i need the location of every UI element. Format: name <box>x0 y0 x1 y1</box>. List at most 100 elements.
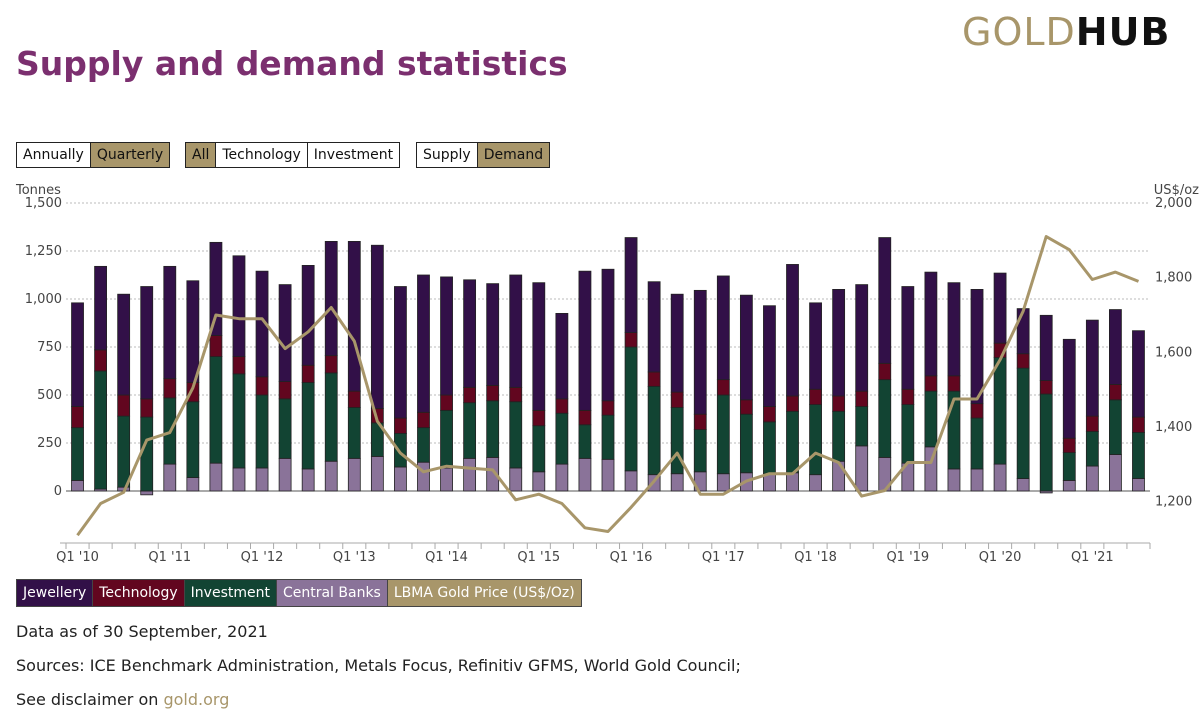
bar-jewellery[interactable] <box>832 289 846 397</box>
bar-investment[interactable] <box>716 394 730 475</box>
bar-technology[interactable] <box>532 409 546 427</box>
bar-jewellery[interactable] <box>670 293 684 393</box>
bar-technology[interactable] <box>786 395 799 412</box>
bar-technology[interactable] <box>1016 353 1030 369</box>
bar-central-banks[interactable] <box>1085 465 1099 492</box>
bar-jewellery[interactable] <box>163 265 177 380</box>
bar-technology[interactable] <box>970 403 984 419</box>
legend-item-lbma-gold-price-us-oz[interactable]: LBMA Gold Price (US$/Oz) <box>386 579 582 607</box>
bar-jewellery[interactable] <box>739 294 753 401</box>
bar-technology[interactable] <box>809 388 822 406</box>
bar-jewellery[interactable] <box>117 293 131 396</box>
bar-investment[interactable] <box>601 414 615 460</box>
bar-investment[interactable] <box>186 401 200 478</box>
gold-price-line[interactable] <box>76 235 1140 537</box>
bar-jewellery[interactable] <box>578 270 592 411</box>
bar-investment[interactable] <box>924 390 938 448</box>
bar-jewellery[interactable] <box>901 286 915 390</box>
bar-technology[interactable] <box>716 379 730 396</box>
bar-investment[interactable] <box>763 421 776 475</box>
bar-technology[interactable] <box>255 376 269 396</box>
bar-central-banks[interactable] <box>255 467 269 492</box>
bar-investment[interactable] <box>209 356 223 464</box>
bar-technology[interactable] <box>763 406 776 423</box>
bar-jewellery[interactable] <box>624 237 638 334</box>
bar-technology[interactable] <box>232 356 246 375</box>
bar-technology[interactable] <box>901 388 915 406</box>
bar-jewellery[interactable] <box>440 276 453 396</box>
all-button[interactable]: All <box>185 142 217 168</box>
bar-investment[interactable] <box>1039 393 1053 492</box>
bar-investment[interactable] <box>486 400 500 458</box>
bar-investment[interactable] <box>117 415 131 488</box>
bar-investment[interactable] <box>624 346 638 472</box>
bar-jewellery[interactable] <box>71 302 84 407</box>
bar-central-banks[interactable] <box>1062 480 1076 492</box>
bar-investment[interactable] <box>1085 431 1099 467</box>
bar-investment[interactable] <box>71 427 84 481</box>
bar-central-banks[interactable] <box>440 467 453 492</box>
bar-technology[interactable] <box>1132 416 1145 433</box>
annually-button[interactable]: Annually <box>16 142 91 168</box>
bar-investment[interactable] <box>278 398 292 459</box>
bar-jewellery[interactable] <box>855 284 869 392</box>
bar-investment[interactable] <box>970 417 984 470</box>
bar-investment[interactable] <box>786 410 799 474</box>
bar-central-banks[interactable] <box>555 463 569 492</box>
bar-technology[interactable] <box>347 390 361 408</box>
bar-jewellery[interactable] <box>970 289 984 405</box>
bar-jewellery[interactable] <box>394 286 407 419</box>
bar-technology[interactable] <box>140 398 154 418</box>
bar-technology[interactable] <box>509 386 523 403</box>
bar-jewellery[interactable] <box>509 274 523 388</box>
bar-investment[interactable] <box>255 394 269 469</box>
bar-technology[interactable] <box>624 332 638 348</box>
bar-technology[interactable] <box>1062 437 1076 454</box>
bar-investment[interactable] <box>693 429 707 473</box>
bar-technology[interactable] <box>578 409 592 426</box>
bar-jewellery[interactable] <box>993 272 1007 344</box>
bar-central-banks[interactable] <box>324 460 338 492</box>
technology-button[interactable]: Technology <box>215 142 308 168</box>
bar-central-banks[interactable] <box>463 457 477 492</box>
bar-jewellery[interactable] <box>140 286 154 400</box>
bar-jewellery[interactable] <box>1132 330 1145 418</box>
bar-investment[interactable] <box>140 416 154 492</box>
bar-central-banks[interactable] <box>601 458 615 492</box>
bar-investment[interactable] <box>670 407 684 475</box>
bar-investment[interactable] <box>878 379 892 458</box>
bar-investment[interactable] <box>739 413 753 474</box>
bar-investment[interactable] <box>993 357 1007 465</box>
bar-technology[interactable] <box>739 399 753 415</box>
bar-investment[interactable] <box>440 409 453 469</box>
bar-technology[interactable] <box>555 398 569 414</box>
bar-jewellery[interactable] <box>417 274 430 413</box>
bar-technology[interactable] <box>1085 415 1099 432</box>
bar-investment[interactable] <box>855 406 869 447</box>
bar-jewellery[interactable] <box>1109 309 1122 385</box>
bar-investment[interactable] <box>232 373 246 469</box>
bar-technology[interactable] <box>670 391 684 408</box>
bar-jewellery[interactable] <box>647 281 661 373</box>
bar-jewellery[interactable] <box>186 280 200 383</box>
legend-item-investment[interactable]: Investment <box>183 579 277 607</box>
bar-investment[interactable] <box>1016 367 1030 479</box>
bar-investment[interactable] <box>901 404 915 464</box>
bar-investment[interactable] <box>1109 399 1122 455</box>
bar-central-banks[interactable] <box>809 474 822 492</box>
bar-central-banks[interactable] <box>509 467 523 492</box>
bar-central-banks[interactable] <box>394 466 407 492</box>
bar-jewellery[interactable] <box>878 237 892 364</box>
bar-central-banks[interactable] <box>347 457 361 492</box>
bar-investment[interactable] <box>509 401 523 469</box>
bar-jewellery[interactable] <box>463 279 477 388</box>
bar-investment[interactable] <box>347 407 361 459</box>
bar-technology[interactable] <box>209 335 223 357</box>
bar-jewellery[interactable] <box>1039 314 1053 382</box>
bar-central-banks[interactable] <box>993 463 1007 492</box>
bar-jewellery[interactable] <box>370 244 384 409</box>
bar-central-banks[interactable] <box>532 471 546 492</box>
bar-technology[interactable] <box>324 355 338 374</box>
bar-jewellery[interactable] <box>486 283 500 386</box>
bar-jewellery[interactable] <box>324 241 338 357</box>
